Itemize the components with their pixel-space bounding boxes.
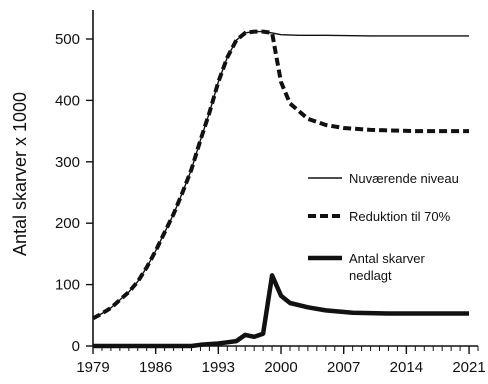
y-tick-label: 400 bbox=[55, 92, 80, 109]
x-tick-label: 2007 bbox=[327, 359, 360, 376]
y-tick-label: 100 bbox=[55, 277, 80, 294]
legend: Nuværende niveau Reduktion til 70% Antal s… bbox=[308, 171, 459, 283]
x-tick-label: 1993 bbox=[202, 359, 235, 376]
legend-label: Reduktion til 70% bbox=[349, 209, 451, 224]
legend-label: nedlagt bbox=[349, 268, 392, 283]
x-tick-label: 1979 bbox=[76, 359, 109, 376]
x-tick-label: 2014 bbox=[390, 359, 423, 376]
y-tick-label: 0 bbox=[72, 338, 80, 355]
y-axis-title: Antal skarver x 1000 bbox=[10, 92, 30, 256]
y-tick-label: 500 bbox=[55, 31, 80, 48]
x-tick-label: 2000 bbox=[264, 359, 297, 376]
y-tick-label: 200 bbox=[55, 215, 80, 232]
series-line-3 bbox=[93, 273, 469, 349]
legend-label: Nuværende niveau bbox=[349, 171, 459, 186]
series-line-2 bbox=[92, 29, 469, 321]
y-tick-label: 300 bbox=[55, 154, 80, 171]
legend-label: Antal skarver bbox=[349, 251, 426, 266]
x-tick-label: 1986 bbox=[139, 359, 172, 376]
x-tick-label: 2021 bbox=[452, 359, 485, 376]
